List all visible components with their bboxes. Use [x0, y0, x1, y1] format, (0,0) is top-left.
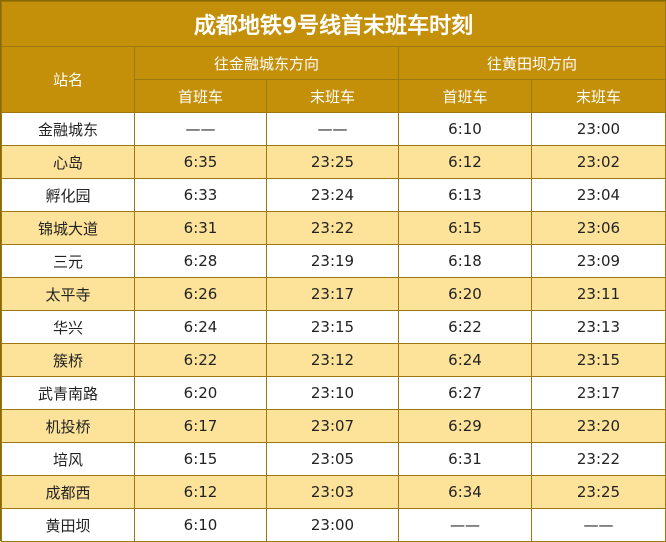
page-title: 成都地铁9号线首末班车时刻 [1, 1, 666, 47]
dir1-last-time-cell: 23:25 [266, 145, 399, 179]
dir2-last-time-cell: 23:17 [531, 376, 666, 410]
dir2-first-time-cell: 6:15 [398, 211, 532, 245]
dir1-first-time-cell: 6:12 [134, 475, 267, 509]
dir2-first-time-cell: 6:12 [398, 145, 532, 179]
dir1-first-time-cell: 6:22 [134, 343, 267, 377]
station-name-cell: 太平寺 [1, 277, 135, 311]
dir1-first-time-cell: 6:20 [134, 376, 267, 410]
dir2-first-time-cell: 6:29 [398, 409, 532, 443]
dir2-last-time-cell: 23:04 [531, 178, 666, 212]
table-row: 金融城东 —— —— 6:10 23:00 [1, 112, 666, 146]
dir2-last-time-cell: 23:06 [531, 211, 666, 245]
table-row: 成都西 6:12 23:03 6:34 23:25 [1, 475, 666, 509]
dir1-last-time-cell: 23:19 [266, 244, 399, 278]
station-name-cell: 锦城大道 [1, 211, 135, 245]
dir2-first-time-cell: 6:24 [398, 343, 532, 377]
table-row: 孵化园 6:33 23:24 6:13 23:04 [1, 178, 666, 212]
last-train-header: 末班车 [531, 79, 666, 113]
dir1-last-time-cell: 23:10 [266, 376, 399, 410]
station-name-cell: 三元 [1, 244, 135, 278]
dir1-first-time-cell: 6:10 [134, 508, 267, 542]
dir2-first-time-cell: —— [398, 508, 532, 542]
dir1-first-time-cell: 6:24 [134, 310, 267, 344]
dir1-first-time-cell: 6:28 [134, 244, 267, 278]
table-row: 簇桥 6:22 23:12 6:24 23:15 [1, 343, 666, 377]
dir1-last-time-cell: 23:15 [266, 310, 399, 344]
direction-header-2: 往黄田坝方向 [398, 46, 666, 80]
station-name-cell: 培风 [1, 442, 135, 476]
dir1-last-time-cell: 23:03 [266, 475, 399, 509]
station-name-cell: 机投桥 [1, 409, 135, 443]
direction-header-1: 往金融城东方向 [134, 46, 399, 80]
table-row: 心岛 6:35 23:25 6:12 23:02 [1, 145, 666, 179]
table-row: 机投桥 6:17 23:07 6:29 23:20 [1, 409, 666, 443]
station-name-cell: 心岛 [1, 145, 135, 179]
dir1-first-time-cell: 6:33 [134, 178, 267, 212]
dir1-last-time-cell: 23:22 [266, 211, 399, 245]
last-train-header: 末班车 [266, 79, 399, 113]
dir2-last-time-cell: 23:20 [531, 409, 666, 443]
dir1-last-time-cell: 23:05 [266, 442, 399, 476]
timetable-body: 金融城东 —— —— 6:10 23:00 心岛 6:35 23:25 6:12 23:02 孵化园… [1, 112, 666, 542]
dir2-first-time-cell: 6:27 [398, 376, 532, 410]
dir2-first-time-cell: 6:31 [398, 442, 532, 476]
dir1-last-time-cell: 23:12 [266, 343, 399, 377]
table-row: 三元 6:28 23:19 6:18 23:09 [1, 244, 666, 278]
dir2-first-time-cell: 6:18 [398, 244, 532, 278]
dir1-first-time-cell: 6:17 [134, 409, 267, 443]
dir1-last-time-cell: 23:07 [266, 409, 399, 443]
dir1-last-time-cell: 23:00 [266, 508, 399, 542]
table-row: 锦城大道 6:31 23:22 6:15 23:06 [1, 211, 666, 245]
dir2-last-time-cell: 23:09 [531, 244, 666, 278]
station-name-cell: 成都西 [1, 475, 135, 509]
dir2-last-time-cell: 23:25 [531, 475, 666, 509]
dir2-last-time-cell: —— [531, 508, 666, 542]
dir1-last-time-cell: 23:17 [266, 277, 399, 311]
dir2-last-time-cell: 23:13 [531, 310, 666, 344]
dir2-first-time-cell: 6:10 [398, 112, 532, 146]
table-row: 培风 6:15 23:05 6:31 23:22 [1, 442, 666, 476]
dir1-first-time-cell: 6:15 [134, 442, 267, 476]
station-name-cell: 黄田坝 [1, 508, 135, 542]
dir1-last-time-cell: —— [266, 112, 399, 146]
dir1-first-time-cell: 6:31 [134, 211, 267, 245]
dir1-first-time-cell: —— [134, 112, 267, 146]
dir2-last-time-cell: 23:11 [531, 277, 666, 311]
table-row: 武青南路 6:20 23:10 6:27 23:17 [1, 376, 666, 410]
dir1-last-time-cell: 23:24 [266, 178, 399, 212]
dir2-last-time-cell: 23:00 [531, 112, 666, 146]
dir2-first-time-cell: 6:22 [398, 310, 532, 344]
table-row: 太平寺 6:26 23:17 6:20 23:11 [1, 277, 666, 311]
dir2-last-time-cell: 23:22 [531, 442, 666, 476]
first-train-header: 首班车 [134, 79, 267, 113]
table-row: 华兴 6:24 23:15 6:22 23:13 [1, 310, 666, 344]
dir2-first-time-cell: 6:13 [398, 178, 532, 212]
dir2-last-time-cell: 23:15 [531, 343, 666, 377]
station-name-cell: 武青南路 [1, 376, 135, 410]
station-name-cell: 簇桥 [1, 343, 135, 377]
station-header: 站名 [1, 46, 135, 113]
dir1-first-time-cell: 6:35 [134, 145, 267, 179]
dir1-first-time-cell: 6:26 [134, 277, 267, 311]
first-train-header: 首班车 [398, 79, 532, 113]
table-row: 黄田坝 6:10 23:00 —— —— [1, 508, 666, 542]
dir2-first-time-cell: 6:20 [398, 277, 532, 311]
station-name-cell: 孵化园 [1, 178, 135, 212]
dir2-first-time-cell: 6:34 [398, 475, 532, 509]
station-name-cell: 金融城东 [1, 112, 135, 146]
dir2-last-time-cell: 23:02 [531, 145, 666, 179]
station-name-cell: 华兴 [1, 310, 135, 344]
